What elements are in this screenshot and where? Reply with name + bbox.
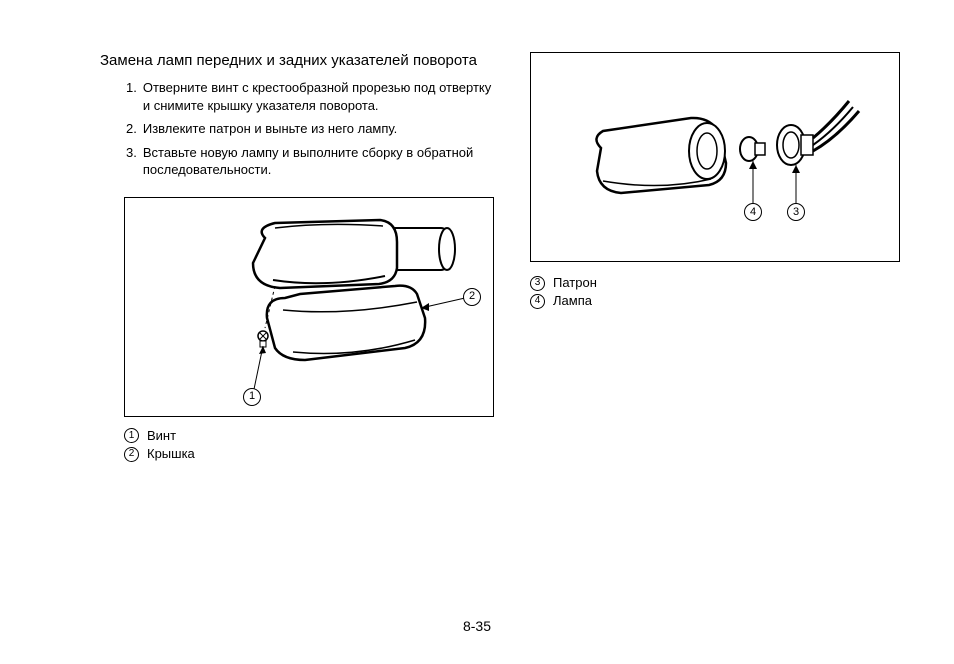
manual-page: Замена ламп передних и задних указателей… xyxy=(0,0,954,664)
figure-right: 4 3 xyxy=(530,52,900,262)
instruction-item: 1. Отверните винт с крестообразной проре… xyxy=(126,79,500,114)
instruction-text: Отверните винт с крестообразной прорезью… xyxy=(143,79,500,114)
legend-number-icon: 3 xyxy=(530,276,545,291)
instruction-number: 1. xyxy=(126,79,137,114)
legend-number-icon: 4 xyxy=(530,294,545,309)
legend-item: 3 Патрон xyxy=(530,274,910,292)
right-column: 4 3 3 Патрон 4 Лампа xyxy=(530,52,910,463)
instruction-text: Извлеките патрон и выньте из него лампу. xyxy=(143,120,397,138)
turn-signal-diagram-2 xyxy=(531,53,901,263)
page-number: 8-35 xyxy=(0,618,954,634)
callout-4: 4 xyxy=(744,203,762,221)
legend-left: 1 Винт 2 Крышка xyxy=(124,427,500,463)
figure-left: 1 2 xyxy=(124,197,494,417)
instruction-number: 2. xyxy=(126,120,137,138)
callout-3: 3 xyxy=(787,203,805,221)
instruction-item: 3. Вставьте новую лампу и выполните сбор… xyxy=(126,144,500,179)
callout-1: 1 xyxy=(243,388,261,406)
legend-label: Крышка xyxy=(147,445,195,463)
columns-container: Замена ламп передних и задних указателей… xyxy=(100,52,914,463)
legend-item: 1 Винт xyxy=(124,427,500,445)
legend-label: Винт xyxy=(147,427,176,445)
turn-signal-diagram-1 xyxy=(125,198,495,418)
legend-label: Патрон xyxy=(553,274,597,292)
instruction-text: Вставьте новую лампу и выполните сборку … xyxy=(143,144,500,179)
legend-item: 2 Крышка xyxy=(124,445,500,463)
left-column: Замена ламп передних и задних указателей… xyxy=(100,52,500,463)
instruction-number: 3. xyxy=(126,144,137,179)
section-title: Замена ламп передних и задних указателей… xyxy=(100,52,500,69)
legend-right: 3 Патрон 4 Лампа xyxy=(530,274,910,310)
legend-item: 4 Лампа xyxy=(530,292,910,310)
instructions-list: 1. Отверните винт с крестообразной проре… xyxy=(100,79,500,179)
legend-label: Лампа xyxy=(553,292,592,310)
callout-2: 2 xyxy=(463,288,481,306)
instruction-item: 2. Извлеките патрон и выньте из него лам… xyxy=(126,120,500,138)
legend-number-icon: 1 xyxy=(124,428,139,443)
legend-number-icon: 2 xyxy=(124,447,139,462)
